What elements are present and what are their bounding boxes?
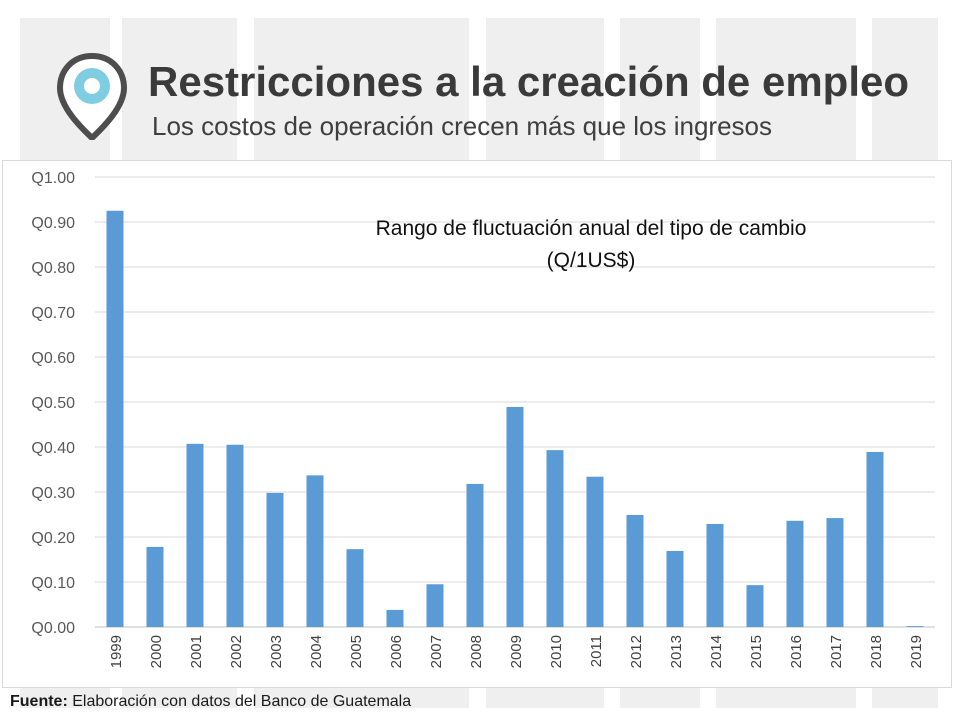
chart-title-unit: (Q/1US$) (547, 249, 636, 272)
bar-2009 (506, 406, 524, 627)
x-tick-label: 2003 (268, 635, 285, 668)
x-tick-label: 2013 (668, 635, 685, 668)
bar-2003 (266, 492, 284, 627)
y-tick-label: Q0.00 (31, 620, 75, 637)
y-tick-label: Q0.70 (31, 305, 75, 322)
bars (106, 210, 924, 627)
x-tick-label: 2019 (908, 635, 925, 668)
bar-2007 (426, 584, 444, 627)
slide-header: Restricciones a la creación de empleo Lo… (0, 0, 960, 160)
source-label: Fuente: (10, 693, 68, 710)
bar-2002 (226, 444, 244, 627)
x-tick-label: 2018 (868, 635, 885, 668)
y-tick-label: Q0.60 (31, 350, 75, 367)
page-subtitle: Los costos de operación crecen más que l… (152, 111, 773, 141)
bar-2005 (346, 549, 364, 627)
y-tick-label: Q1.00 (31, 170, 75, 187)
bar-2008 (466, 483, 484, 627)
x-tick-label: 2008 (468, 635, 485, 668)
bar-2010 (546, 450, 564, 627)
y-tick-label: Q0.40 (31, 440, 75, 457)
bar-2006 (386, 609, 404, 627)
bar-2018 (866, 451, 884, 627)
y-tick-label: Q0.80 (31, 260, 75, 277)
x-tick-label: 2002 (228, 635, 245, 668)
bar-1999 (106, 210, 124, 627)
x-tick-label: 2007 (428, 635, 445, 668)
bar-2019 (906, 626, 924, 627)
bar-2014 (706, 523, 724, 627)
bar-chart: Q0.00 Q0.10 Q0.20 Q0.30 Q0.40 Q0.50 Q0.60 Q0.70… (31, 170, 935, 668)
x-axis-ticks: 1999 2000 2001 2002 2003 2004 2005 2006 2007 2008… (108, 635, 925, 668)
bar-2012 (626, 514, 644, 627)
x-tick-label: 2001 (188, 635, 205, 668)
y-tick-label: Q0.10 (31, 575, 75, 592)
page-title: Restricciones a la creación de empleo (148, 58, 910, 105)
x-tick-label: 2012 (628, 635, 645, 668)
bar-2015 (746, 585, 764, 627)
x-tick-label: 2010 (548, 635, 565, 668)
x-tick-label: 2004 (308, 635, 325, 668)
x-tick-label: 1999 (108, 635, 125, 668)
bar-2013 (666, 550, 684, 627)
bar-2001 (186, 443, 204, 627)
bar-2016 (786, 520, 804, 627)
x-tick-label: 2006 (388, 635, 405, 668)
y-axis-ticks: Q0.00 Q0.10 Q0.20 Q0.30 Q0.40 Q0.50 Q0.60 Q0.70… (31, 170, 75, 637)
x-tick-label: 2015 (748, 635, 765, 668)
bar-2004 (306, 475, 324, 627)
chart-title: Rango de fluctuación anual del tipo de c… (376, 217, 807, 240)
location-pin-icon (56, 52, 128, 140)
chart-frame: Q0.00 Q0.10 Q0.20 Q0.30 Q0.40 Q0.50 Q0.60 Q0.70… (2, 160, 952, 688)
x-tick-label: 2005 (348, 635, 365, 668)
x-tick-label: 2009 (508, 635, 525, 668)
x-tick-label: 2011 (588, 635, 605, 667)
x-tick-label: 2000 (148, 635, 165, 668)
y-tick-label: Q0.20 (31, 530, 75, 547)
source-note: Fuente: Elaboración con datos del Banco … (10, 693, 411, 711)
y-tick-label: Q0.30 (31, 485, 75, 502)
y-tick-label: Q0.50 (31, 395, 75, 412)
y-tick-label: Q0.90 (31, 215, 75, 232)
x-tick-label: 2016 (788, 635, 805, 668)
bar-2000 (146, 546, 164, 627)
bar-2011 (586, 476, 604, 627)
bar-2017 (826, 518, 844, 627)
x-tick-label: 2014 (708, 635, 725, 668)
x-tick-label: 2017 (828, 635, 845, 668)
source-text: Elaboración con datos del Banco de Guate… (67, 693, 412, 710)
